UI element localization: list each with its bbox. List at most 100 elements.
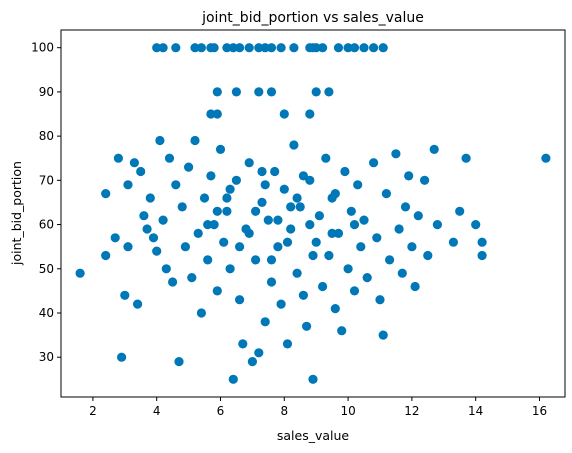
data-point (276, 43, 286, 53)
data-point (375, 295, 385, 305)
data-point (311, 43, 321, 53)
data-point (164, 153, 175, 163)
data-point (391, 149, 401, 159)
data-point (152, 43, 162, 53)
data-point (190, 43, 200, 53)
data-point (254, 43, 264, 53)
data-point (206, 171, 216, 181)
x-tick-label: 16 (532, 404, 547, 418)
data-point (292, 268, 302, 278)
x-tick-label: 10 (340, 404, 355, 418)
data-point (343, 264, 353, 274)
data-point (266, 87, 277, 97)
x-axis-label: sales_value (277, 428, 350, 443)
data-point (273, 242, 283, 252)
data-point (337, 326, 347, 336)
data-point (477, 250, 487, 261)
data-point (330, 189, 340, 199)
data-point (196, 308, 206, 318)
data-point (356, 242, 366, 252)
data-point (292, 193, 302, 203)
data-point (541, 153, 551, 163)
data-point (101, 250, 111, 261)
data-point (279, 184, 289, 194)
data-point (180, 242, 190, 252)
x-tick-label: 6 (217, 404, 225, 418)
data-point (330, 304, 340, 314)
data-point (346, 206, 356, 216)
data-point (266, 43, 277, 53)
data-point (324, 87, 334, 97)
data-point (385, 255, 395, 265)
x-tick-label: 2 (89, 404, 97, 418)
data-point (321, 153, 331, 163)
data-point (142, 224, 152, 234)
data-point (148, 233, 159, 243)
data-point (407, 242, 417, 252)
x-axis: 2 4 6 8 10 12 14 16 (89, 397, 547, 418)
data-point (203, 220, 213, 230)
data-point (282, 237, 293, 247)
data-point (113, 153, 123, 163)
data-point (120, 290, 130, 300)
data-point (324, 250, 334, 261)
data-point (133, 299, 143, 309)
data-point (289, 43, 299, 53)
data-point (432, 220, 442, 230)
data-point (410, 281, 420, 292)
y-tick-label: 70 (39, 173, 54, 187)
data-point (196, 43, 206, 53)
data-point (251, 255, 261, 265)
data-point (212, 206, 222, 216)
data-point (231, 87, 241, 97)
y-tick-label: 40 (39, 306, 54, 320)
data-point (286, 224, 296, 234)
data-point (318, 43, 328, 53)
y-tick-label: 60 (39, 218, 54, 232)
data-point (244, 158, 254, 168)
data-point (477, 237, 487, 247)
data-point (152, 246, 162, 256)
x-tick-label: 8 (280, 404, 288, 418)
data-point (423, 250, 433, 261)
data-point (136, 166, 146, 177)
data-point (168, 277, 178, 287)
data-point (225, 264, 235, 274)
data-point (209, 43, 219, 53)
data-point (397, 268, 407, 278)
data-point (308, 374, 318, 384)
y-tick-label: 100 (31, 41, 54, 55)
data-point (378, 330, 388, 340)
data-point (247, 357, 257, 367)
data-point (177, 202, 187, 212)
data-point (225, 184, 235, 194)
data-point (305, 175, 315, 185)
data-point (455, 206, 465, 216)
data-point (289, 140, 299, 150)
data-point (257, 197, 267, 207)
data-point (314, 211, 324, 221)
y-tick-label: 30 (39, 350, 54, 364)
y-axis: 30 40 50 60 70 80 90 100 (31, 41, 61, 364)
data-point (75, 268, 85, 278)
x-tick-label: 14 (468, 404, 483, 418)
data-point (129, 158, 139, 168)
data-point (400, 202, 411, 212)
data-point (190, 135, 200, 146)
data-point (244, 228, 254, 238)
data-point (349, 286, 360, 296)
data-point (311, 237, 321, 247)
data-point (206, 109, 216, 119)
data-point (215, 144, 226, 154)
data-point (260, 317, 270, 327)
data-point (359, 43, 369, 53)
data-point (228, 43, 238, 53)
data-point (235, 43, 245, 53)
data-point (203, 255, 213, 265)
data-point (123, 242, 133, 252)
data-point (270, 166, 280, 177)
data-point (254, 348, 264, 358)
data-point (295, 202, 305, 212)
y-tick-label: 50 (39, 262, 54, 276)
